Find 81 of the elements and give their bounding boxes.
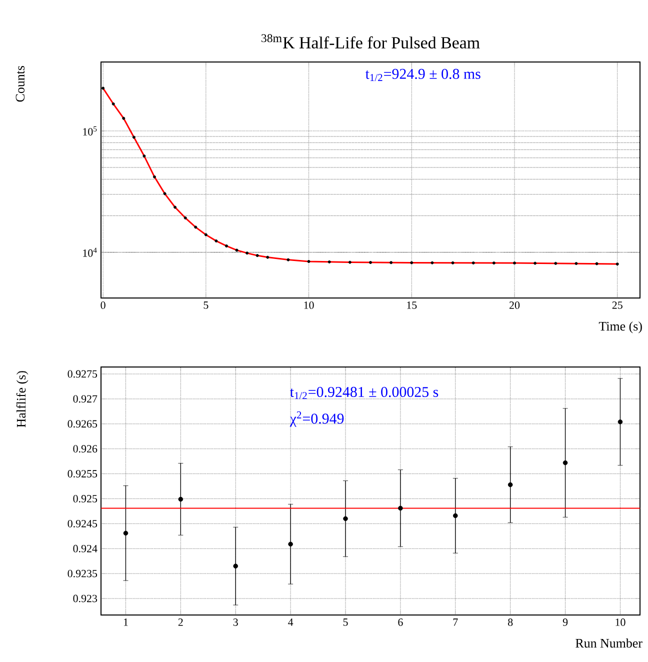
point	[256, 254, 259, 258]
point	[618, 419, 623, 424]
y-tick-label: 10$^{4}$	[83, 248, 97, 257]
point	[616, 262, 619, 266]
y-tick-label: 0.927	[73, 395, 98, 403]
x-tick-label: 3	[233, 618, 238, 626]
x-tick-label: 5	[343, 618, 348, 626]
y-tick-label: 0.924	[73, 544, 98, 552]
point	[574, 262, 578, 265]
line-series	[102, 87, 618, 265]
chart-title: $^{38m}$K Half-Life for Pulsed Beam	[262, 34, 480, 48]
point	[369, 260, 372, 264]
point	[194, 226, 198, 229]
point	[513, 262, 516, 265]
point	[112, 102, 115, 106]
point	[163, 192, 166, 196]
y-tick-label: 0.923	[73, 594, 98, 602]
x-tick-label: 10	[304, 302, 314, 309]
point	[343, 516, 348, 522]
x-tick-label: 6	[398, 618, 403, 626]
x-tick-label: 2	[178, 618, 183, 626]
point	[390, 261, 393, 264]
point	[451, 261, 454, 264]
point	[398, 506, 403, 511]
point	[562, 460, 568, 466]
point	[430, 261, 434, 264]
y-tick-label: 0.9245	[68, 520, 98, 528]
point	[246, 252, 249, 255]
point	[235, 248, 238, 252]
x-tick-label: 1	[124, 618, 128, 626]
x-tick-label: 25	[612, 302, 622, 309]
x-tick-label: 5	[204, 302, 208, 309]
point	[307, 260, 310, 263]
y-tick-label: 10$^{5}$	[83, 126, 97, 136]
x-tick-label: 7	[453, 618, 458, 626]
point	[266, 256, 270, 259]
point	[410, 261, 414, 264]
x-tick-label: 10	[616, 618, 626, 626]
x-tick-label: 9	[562, 618, 568, 626]
x-tick-label: 8	[508, 618, 513, 626]
y-axis-title: Halflife (s)	[16, 371, 28, 428]
x-tick-label: 20	[510, 302, 520, 309]
point	[122, 116, 126, 120]
point	[534, 262, 537, 265]
y-tick-label: 0.9275	[68, 370, 98, 378]
point	[224, 244, 228, 248]
x-tick-label: 4	[288, 618, 294, 626]
x-tick-label: 15	[407, 302, 417, 309]
y-tick-label: 0.9255	[68, 470, 98, 478]
point	[178, 496, 184, 502]
y-tick-label: 0.9235	[68, 570, 98, 578]
point	[102, 86, 105, 90]
point	[204, 233, 208, 236]
annotation: t$_{1/2}$=924.9 ± 0.8 ms	[365, 68, 480, 82]
point	[142, 154, 146, 158]
y-tick-label: 0.926	[73, 445, 98, 453]
point	[132, 136, 136, 139]
point	[214, 239, 218, 242]
annotation: χ$^{2}$=0.949	[290, 411, 344, 427]
point	[288, 542, 293, 547]
point	[453, 513, 458, 518]
point	[233, 564, 238, 568]
point	[508, 482, 513, 488]
point	[472, 261, 475, 264]
y-tick-label: 0.925	[73, 495, 98, 502]
x-tick-label: 0	[100, 302, 106, 309]
point	[286, 258, 290, 262]
point	[595, 262, 598, 266]
point	[174, 206, 177, 209]
point	[152, 175, 156, 178]
point	[492, 261, 496, 264]
point	[554, 262, 558, 265]
x-axis-title: Run Number	[576, 638, 642, 648]
point	[123, 530, 128, 536]
y-axis-title: Counts	[16, 66, 24, 102]
point	[348, 260, 352, 264]
annotation: t$_{1/2}$=0.92481 ± 0.00025 s	[290, 386, 438, 400]
y-tick-label: 0.9265	[68, 420, 98, 428]
point	[328, 260, 331, 264]
point	[184, 216, 187, 220]
x-axis-title: Time (s)	[598, 322, 642, 334]
